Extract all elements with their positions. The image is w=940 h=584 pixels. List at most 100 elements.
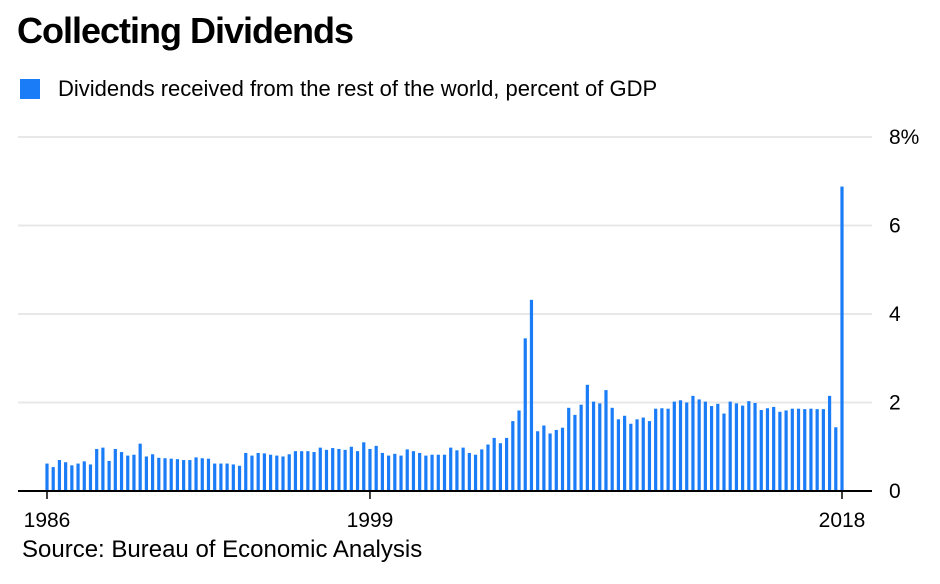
bar: [331, 448, 335, 491]
bar: [778, 411, 782, 491]
bar: [685, 402, 689, 491]
bar: [237, 465, 242, 491]
bar: [132, 454, 136, 491]
bar: [623, 415, 627, 491]
bar: [784, 410, 788, 491]
bar: [759, 410, 763, 491]
bar: [741, 405, 745, 491]
bar: [244, 452, 248, 491]
bar: [219, 463, 223, 491]
bar: [629, 423, 633, 491]
bar: [213, 463, 217, 491]
bar: [560, 427, 565, 491]
bar: [194, 457, 198, 491]
bar: [119, 452, 124, 491]
bar: [424, 455, 428, 491]
bar: [318, 447, 322, 491]
legend-swatch: [20, 79, 40, 99]
y-tick-label: 0: [889, 480, 901, 503]
bar: [256, 452, 260, 491]
bar: [95, 448, 99, 491]
bar: [840, 186, 844, 491]
bar: [505, 437, 509, 491]
bar: [70, 465, 74, 491]
bar: [691, 395, 695, 491]
y-tick-label: 6: [889, 215, 901, 238]
bar: [101, 447, 105, 491]
bar: [809, 408, 813, 491]
bar: [529, 299, 534, 491]
bar: [312, 452, 316, 491]
x-tick-label: 1986: [24, 509, 71, 532]
bar: [225, 463, 229, 491]
bar: [387, 455, 391, 491]
bar: [834, 427, 838, 491]
y-tick-label: 2: [889, 392, 901, 415]
bars: [45, 186, 844, 491]
bar: [678, 400, 683, 491]
bar: [542, 425, 546, 491]
bar: [76, 463, 80, 491]
bar: [517, 410, 521, 491]
legend: Dividends received from the rest of the …: [20, 76, 657, 102]
y-tick-label: 4: [889, 303, 901, 326]
bar: [175, 459, 180, 491]
bar: [747, 401, 751, 491]
bar: [268, 454, 273, 491]
bar: [349, 446, 353, 491]
bar: [734, 403, 739, 491]
bar: [610, 407, 614, 491]
bar: [827, 395, 832, 491]
bar: [585, 384, 589, 491]
bar: [728, 401, 732, 491]
bar: [281, 456, 285, 491]
bar: [163, 458, 167, 491]
x-tick-label: 2018: [819, 509, 866, 532]
bar: [473, 454, 478, 491]
bar: [672, 401, 676, 491]
bar: [337, 448, 341, 491]
bar: [772, 406, 776, 491]
bar: [368, 448, 372, 491]
bar: [436, 454, 440, 491]
bar: [765, 408, 770, 491]
bar: [604, 390, 608, 491]
bar: [442, 454, 447, 491]
bar: [399, 455, 403, 491]
bar: [374, 445, 378, 491]
bar: [293, 451, 298, 491]
bar: [536, 431, 540, 491]
bar: [88, 464, 93, 491]
bar: [430, 454, 434, 491]
bar: [455, 450, 459, 491]
bar: [803, 409, 807, 491]
bar: [113, 448, 117, 491]
bar: [591, 401, 596, 491]
bar: [169, 458, 173, 491]
bar: [486, 444, 490, 491]
bar: [287, 454, 291, 491]
bar: [660, 408, 664, 491]
bar: [405, 449, 409, 491]
bar: [554, 429, 558, 491]
bar: [231, 464, 235, 491]
x-tick-label: 1999: [347, 509, 394, 532]
bar: [275, 455, 279, 491]
source-note: Source: Bureau of Economic Analysis: [22, 536, 423, 563]
bar: [262, 453, 266, 491]
bar: [182, 460, 186, 491]
bar: [511, 421, 515, 491]
bar: [188, 460, 192, 491]
bar: [51, 467, 55, 491]
bar: [598, 403, 602, 491]
bar: [126, 455, 130, 491]
y-tick-label: 8%: [889, 126, 919, 149]
bar: [666, 408, 670, 491]
bar: [548, 433, 552, 491]
bar: [815, 409, 819, 491]
bar: [150, 454, 155, 491]
bar: [306, 451, 310, 491]
bar: [343, 449, 347, 491]
bar: [498, 443, 502, 491]
